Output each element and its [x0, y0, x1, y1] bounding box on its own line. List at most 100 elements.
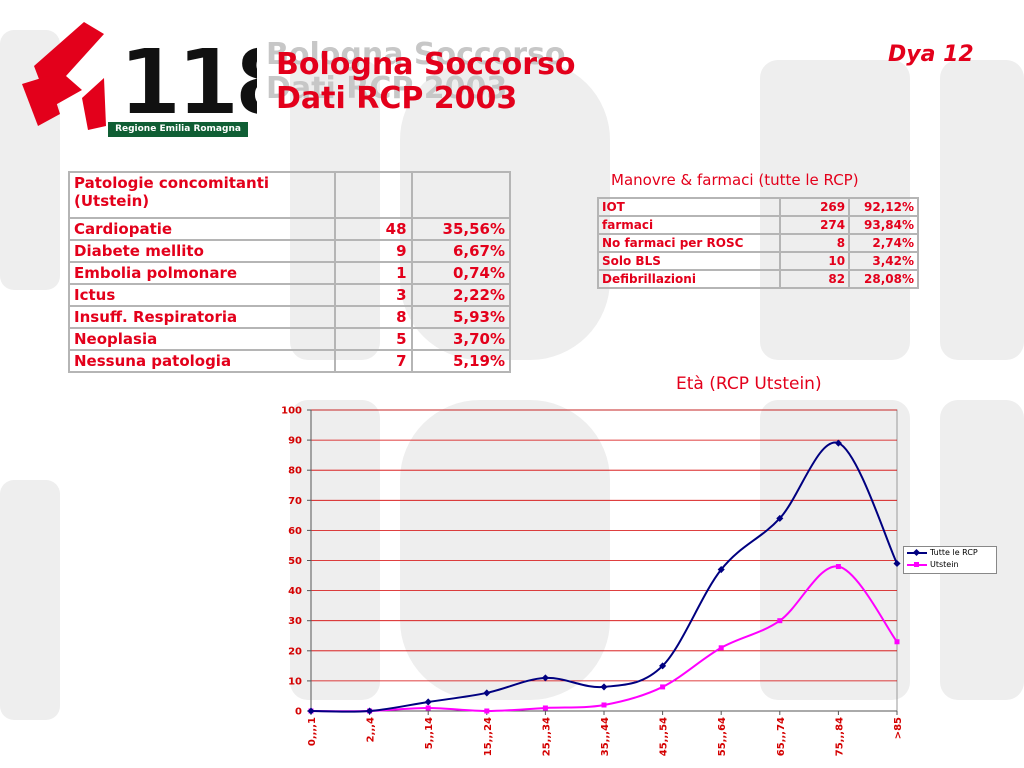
logo-118: 118 [22, 22, 257, 137]
row-label: Nessuna patologia [67, 349, 337, 373]
row-count: 274 [779, 215, 851, 235]
row-count: 269 [779, 197, 851, 217]
row-label: Solo BLS [596, 251, 782, 271]
row-percent: 92,12% [848, 197, 919, 217]
data-point-utstein [777, 618, 783, 624]
row-percent: 5,19% [410, 349, 512, 373]
y-tick-label: 40 [288, 586, 302, 597]
maneuvers-title: Manovre & farmaci (tutte le RCP) [611, 171, 859, 189]
row-count: 8 [779, 233, 851, 253]
row-count: 1 [334, 261, 413, 285]
table-row: Cardiopatie 48 35,56% [67, 217, 512, 241]
table-row: Diabete mellito 9 6,67% [67, 239, 512, 263]
x-tick-label: 75,,,84 [834, 717, 845, 756]
x-tick-label: 0,,,,1 [307, 717, 318, 746]
data-point-all [893, 559, 901, 568]
table-header-empty [334, 171, 413, 219]
row-count: 10 [779, 251, 851, 271]
row-label: Insuff. Respiratoria [67, 305, 337, 329]
x-tick-label: 25,,,34 [541, 717, 552, 756]
x-tick-label: 55,,,64 [717, 717, 728, 756]
logo-text: 118 [118, 29, 257, 136]
series-line-all [310, 441, 898, 713]
table-row: Embolia polmonare 1 0,74% [67, 261, 512, 285]
row-label: Defibrillazioni [596, 269, 782, 289]
table-row: IOT 269 92,12% [596, 197, 919, 217]
row-count: 8 [334, 305, 413, 329]
table-row: Neoplasia 5 3,70% [67, 327, 512, 351]
row-count: 48 [334, 217, 413, 241]
x-tick-label: >85 [893, 717, 904, 739]
legend-label-all: Tutte le RCP [930, 548, 978, 557]
title-line-1: Bologna Soccorso [276, 47, 576, 82]
data-point-utstein [542, 705, 548, 711]
data-point-all [600, 683, 608, 691]
data-point-utstein [718, 645, 724, 651]
comorbidity-table: Patologie concomitanti (Utstein) Cardiop… [67, 171, 512, 373]
data-point-all [307, 707, 315, 715]
row-percent: 3,70% [410, 327, 512, 351]
row-label: Ictus [67, 283, 337, 307]
legend-item-utstein: Utstein [904, 559, 996, 571]
row-percent: 2,22% [410, 283, 512, 307]
x-tick-label: 45,,,54 [659, 717, 670, 756]
legend-item-all: Tutte le RCP [904, 547, 996, 559]
y-tick-label: 60 [288, 526, 302, 537]
row-count: 7 [334, 349, 413, 373]
page-title: Bologna Soccorso Dati RCP 2003 [276, 48, 576, 116]
row-percent: 0,74% [410, 261, 512, 285]
age-line-chart: 0 10 20 30 40 50 60 70 80 90 100 0,,,,1 2,,,4 5,,,14 1… [281, 406, 904, 757]
legend-marker-utstein [914, 562, 919, 567]
row-count: 9 [334, 239, 413, 263]
table-row: No farmaci per ROSC 8 2,74% [596, 233, 919, 253]
data-point-utstein [425, 705, 431, 711]
table-row: Defibrillazioni 82 28,08% [596, 269, 919, 289]
data-point-utstein [660, 684, 666, 690]
legend-label-utstein: Utstein [930, 560, 959, 569]
table-row: farmaci 274 93,84% [596, 215, 919, 235]
slide-label: Dya 12 [888, 42, 974, 67]
y-tick-label: 0 [295, 707, 302, 718]
row-percent: 93,84% [848, 215, 919, 235]
x-tick-label: 65,,,74 [776, 717, 787, 756]
row-percent: 5,93% [410, 305, 512, 329]
table-row: Insuff. Respiratoria 8 5,93% [67, 305, 512, 329]
row-label: Embolia polmonare [67, 261, 337, 285]
y-tick-label: 50 [288, 556, 302, 567]
row-percent: 2,74% [848, 233, 919, 253]
y-tick-label: 30 [288, 616, 302, 627]
legend-marker-all [912, 548, 921, 557]
row-label: Cardiopatie [67, 217, 337, 241]
table-header-row: Patologie concomitanti (Utstein) [67, 171, 512, 219]
title-line-2: Dati RCP 2003 [276, 81, 518, 116]
table-row: Nessuna patologia 7 5,19% [67, 349, 512, 373]
data-point-all [424, 698, 432, 706]
row-count: 82 [779, 269, 851, 289]
y-tick-label: 10 [288, 676, 302, 687]
table-row: Ictus 3 2,22% [67, 283, 512, 307]
data-point-utstein [894, 639, 900, 645]
row-count: 5 [334, 327, 413, 351]
row-label: Neoplasia [67, 327, 337, 351]
data-point-all [776, 514, 784, 522]
table-header-cell: Patologie concomitanti (Utstein) [67, 171, 337, 219]
data-point-utstein [835, 564, 841, 570]
data-point-utstein [484, 708, 490, 714]
row-percent: 6,67% [410, 239, 512, 263]
y-tick-label: 100 [281, 406, 302, 417]
row-label: Diabete mellito [67, 239, 337, 263]
y-tick-label: 90 [288, 436, 302, 447]
table-row: Solo BLS 10 3,42% [596, 251, 919, 271]
y-tick-label: 20 [288, 646, 302, 657]
row-percent: 28,08% [848, 269, 919, 289]
row-label: No farmaci per ROSC [596, 233, 782, 253]
row-label: IOT [596, 197, 782, 217]
x-tick-label: 2,,,4 [366, 717, 377, 742]
data-point-all [541, 674, 549, 682]
title-shadow: Bologna Soccorso Dati RCP 2003 [266, 37, 566, 106]
x-tick-label: 15,,,24 [483, 717, 494, 756]
data-point-utstein [601, 702, 607, 708]
y-tick-label: 80 [288, 466, 302, 477]
chart-title: Età (RCP Utstein) [676, 374, 822, 394]
x-tick-label: 35,,,44 [600, 717, 611, 756]
